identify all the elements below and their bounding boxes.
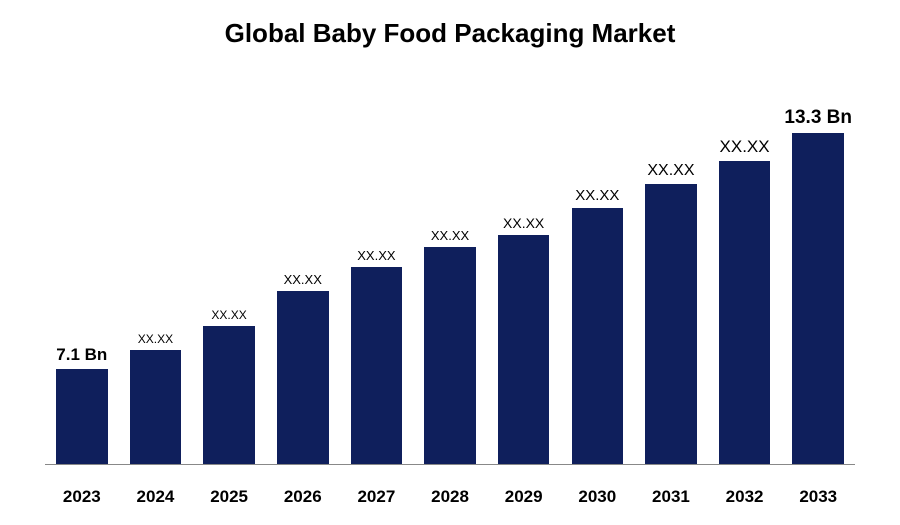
chart-title: Global Baby Food Packaging Market — [0, 0, 900, 49]
bar-value-label: XX.XX — [503, 215, 544, 231]
bar-group: XX.XX — [192, 70, 266, 464]
bar — [792, 133, 844, 464]
bar-group: XX.XX — [413, 70, 487, 464]
x-axis-label: 2033 — [781, 487, 855, 507]
bar-group: XX.XX — [487, 70, 561, 464]
bars-container: 7.1 Bn XX.XX XX.XX XX.XX XX.XX XX.XX XX.XX XX.X… — [45, 70, 855, 464]
bar-value-label: 13.3 Bn — [784, 107, 852, 129]
bar-value-label: XX.XX — [431, 228, 469, 243]
x-axis-label: 2024 — [119, 487, 193, 507]
x-axis-label: 2028 — [413, 487, 487, 507]
bar-value-label: 7.1 Bn — [56, 345, 107, 365]
x-axis-labels: 2023202420252026202720282029203020312032… — [45, 487, 855, 507]
bar-group: 13.3 Bn — [781, 70, 855, 464]
x-axis-label: 2025 — [192, 487, 266, 507]
bar-group: XX.XX — [119, 70, 193, 464]
x-axis-label: 2031 — [634, 487, 708, 507]
bar — [277, 291, 329, 464]
bar-group: XX.XX — [266, 70, 340, 464]
bar-group: 7.1 Bn — [45, 70, 119, 464]
bar — [572, 208, 624, 464]
bar-value-label: XX.XX — [284, 272, 322, 287]
bar-group: XX.XX — [634, 70, 708, 464]
bar — [56, 369, 108, 464]
bar — [203, 326, 255, 464]
x-axis-label: 2027 — [340, 487, 414, 507]
bar-value-label: XX.XX — [720, 137, 770, 157]
chart-area: 7.1 Bn XX.XX XX.XX XX.XX XX.XX XX.XX XX.XX XX.X… — [45, 70, 855, 465]
bar — [424, 247, 476, 464]
bar — [645, 184, 697, 464]
bar — [351, 267, 403, 464]
x-axis-label: 2023 — [45, 487, 119, 507]
bar — [498, 235, 550, 464]
x-axis-label: 2032 — [708, 487, 782, 507]
bar-group: XX.XX — [708, 70, 782, 464]
bar-value-label: XX.XX — [211, 308, 246, 322]
bar-group: XX.XX — [340, 70, 414, 464]
x-axis-label: 2030 — [560, 487, 634, 507]
bar-value-label: XX.XX — [138, 332, 173, 346]
bar-value-label: XX.XX — [647, 162, 694, 180]
plot-area: 7.1 Bn XX.XX XX.XX XX.XX XX.XX XX.XX XX.XX XX.X… — [45, 70, 855, 465]
bar-group: XX.XX — [560, 70, 634, 464]
bar-value-label: XX.XX — [575, 187, 619, 204]
x-axis-label: 2029 — [487, 487, 561, 507]
bar-value-label: XX.XX — [357, 248, 395, 263]
x-axis-label: 2026 — [266, 487, 340, 507]
bar — [130, 350, 182, 464]
bar — [719, 161, 771, 464]
